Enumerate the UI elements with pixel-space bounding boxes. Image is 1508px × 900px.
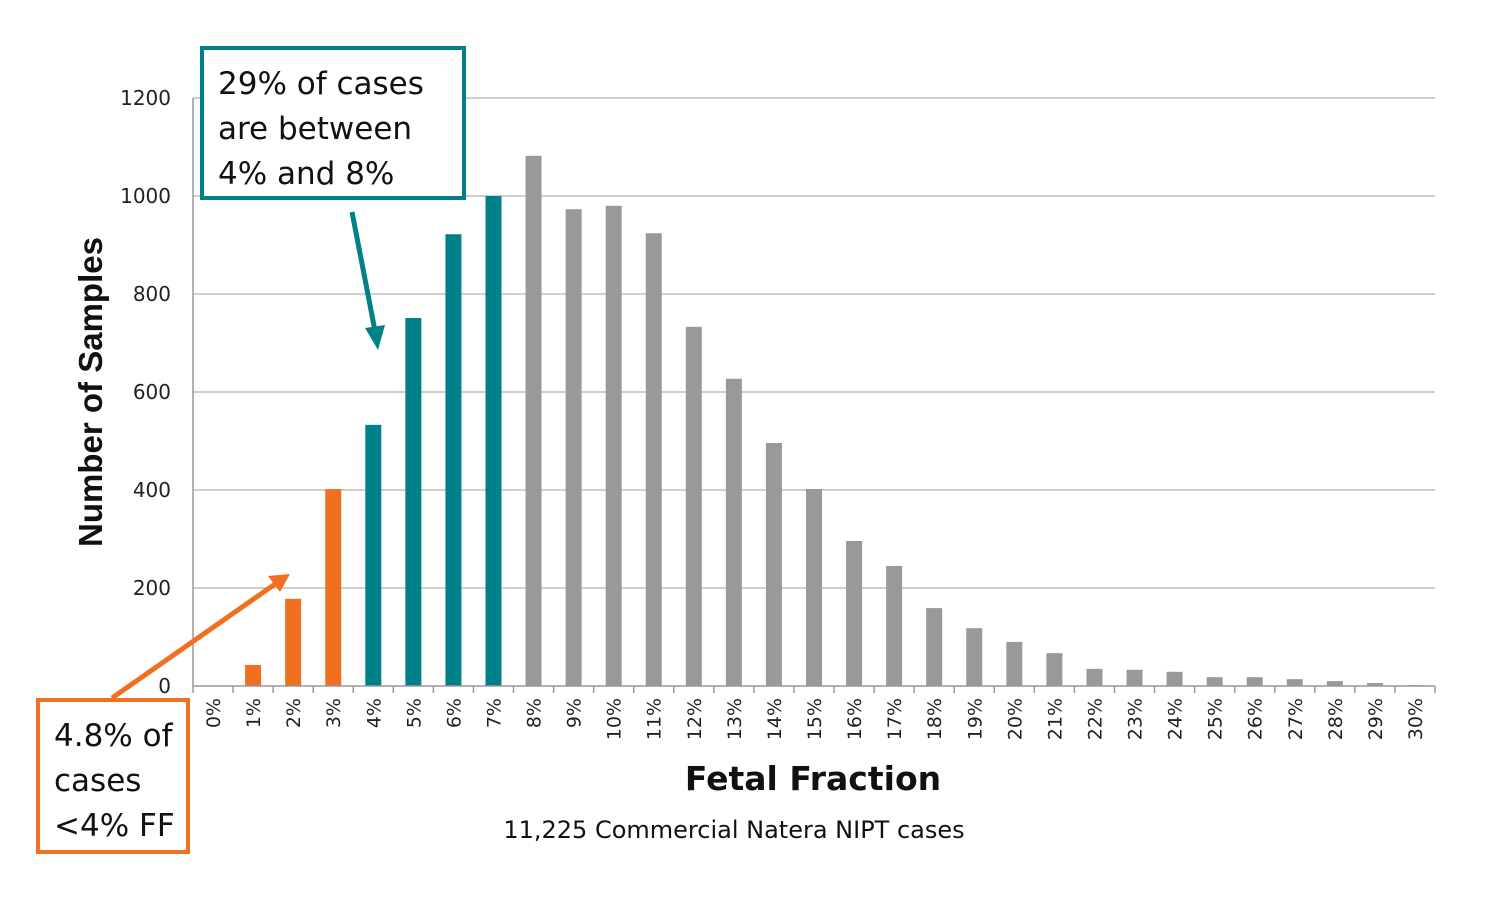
bar <box>645 233 662 687</box>
y-axis-label: Number of Samples <box>72 237 109 547</box>
bar <box>846 540 863 686</box>
orange-arrow <box>110 574 290 701</box>
x-tick-label: 11% <box>644 698 666 740</box>
x-tick-label: 7% <box>483 698 505 728</box>
annotation-line: <4% FF <box>54 808 175 844</box>
x-tick-label: 24% <box>1165 698 1187 740</box>
bar <box>685 326 702 686</box>
x-tick-label: 16% <box>844 698 866 740</box>
x-tick-label: 10% <box>604 698 626 740</box>
bar <box>1166 671 1183 686</box>
x-tick-label: 2% <box>283 698 305 728</box>
bar <box>365 424 382 686</box>
bar <box>886 565 903 686</box>
bar <box>525 155 542 686</box>
x-tick-label: 20% <box>1004 698 1026 740</box>
bar <box>926 608 943 686</box>
annotation-line: are between <box>218 111 413 147</box>
bar <box>1006 641 1023 686</box>
x-tick-label: 0% <box>203 698 225 728</box>
bar <box>245 664 262 686</box>
bar <box>1126 669 1143 686</box>
teal-annotation-box: 29% of cases are between 4% and 8% <box>200 46 466 200</box>
bar <box>1366 683 1383 686</box>
x-tick-label: 5% <box>403 698 425 728</box>
bar <box>325 489 342 686</box>
bar <box>1246 677 1263 686</box>
x-tick-label: 30% <box>1405 698 1427 740</box>
annotation-line: 29% of cases <box>218 66 424 102</box>
x-tick-label: 1% <box>243 698 265 728</box>
x-tick-label: 9% <box>564 698 586 728</box>
x-tick-label: 3% <box>323 698 345 728</box>
annotation-line: cases <box>54 763 142 799</box>
x-tick-label: 15% <box>804 698 826 740</box>
bar <box>1046 653 1063 686</box>
y-tick-label: 0 <box>158 674 171 698</box>
x-tick-label: 21% <box>1044 698 1066 740</box>
x-tick-label: 14% <box>764 698 786 740</box>
x-tick-label: 27% <box>1285 698 1307 740</box>
y-tick-label: 600 <box>133 380 171 404</box>
chart-caption: 11,225 Commercial Natera NIPT cases <box>503 816 964 844</box>
x-tick-label: 13% <box>724 698 746 740</box>
x-tick-label: 28% <box>1325 698 1347 740</box>
x-tick-label: 23% <box>1125 698 1147 740</box>
orange-annotation-box: 4.8% of cases <4% FF <box>36 698 190 854</box>
bar <box>1206 677 1223 686</box>
annotation-line: 4.8% of <box>54 718 173 754</box>
bar <box>285 598 302 686</box>
bar <box>565 209 582 687</box>
x-tick-label: 17% <box>884 698 906 740</box>
x-tick-label: 25% <box>1205 698 1227 740</box>
bar <box>1286 679 1303 686</box>
bar <box>485 196 502 686</box>
bar <box>806 489 822 686</box>
annotation-line: 4% and 8% <box>218 156 395 192</box>
y-tick-label: 1200 <box>120 86 171 110</box>
x-tick-label: 4% <box>363 698 385 728</box>
bar <box>445 234 462 686</box>
x-tick-label: 18% <box>924 698 946 740</box>
y-tick-label: 400 <box>133 478 171 502</box>
y-tick-label: 200 <box>133 576 171 600</box>
x-tick-label: 19% <box>964 698 986 740</box>
bar <box>966 628 983 686</box>
bar <box>725 378 742 686</box>
bar <box>405 318 422 686</box>
y-tick-label: 1000 <box>120 184 171 208</box>
x-tick-label: 6% <box>443 698 465 728</box>
bar <box>1086 668 1103 686</box>
teal-arrow <box>349 211 385 350</box>
bar <box>1326 681 1343 686</box>
x-axis-label: Fetal Fraction <box>685 759 941 798</box>
x-tick-label: 26% <box>1245 698 1267 740</box>
y-tick-label: 800 <box>133 282 171 306</box>
x-tick-label: 29% <box>1365 698 1387 740</box>
x-tick-label: 12% <box>684 698 706 740</box>
bar <box>605 205 622 687</box>
x-tick-label: 22% <box>1084 698 1106 740</box>
bar <box>765 442 782 686</box>
x-tick-label: 8% <box>524 698 546 728</box>
